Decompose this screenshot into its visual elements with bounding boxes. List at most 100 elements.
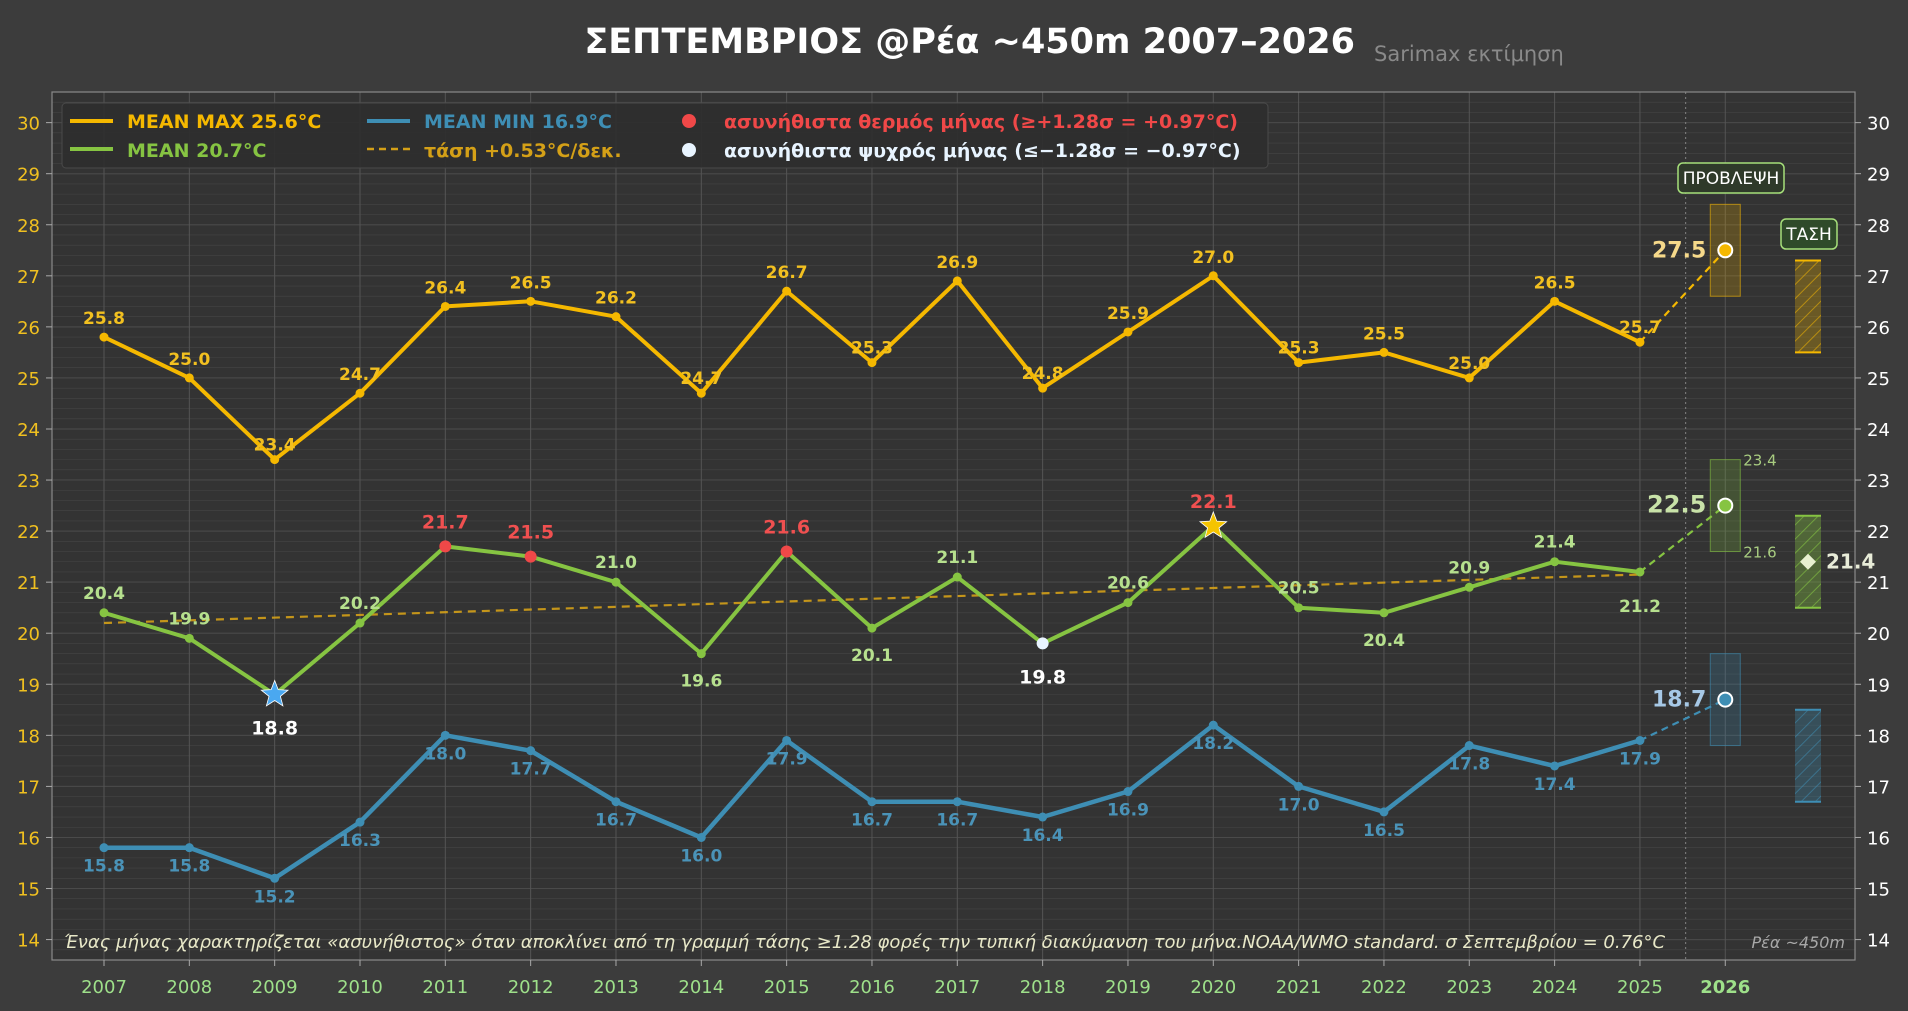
point-mean — [184, 633, 194, 643]
data-label-min: 16.4 — [1022, 826, 1064, 846]
data-label-mean: 21.5 — [507, 522, 554, 544]
y-tick-label-left: 14 — [17, 931, 40, 952]
y-tick-label-left: 24 — [17, 420, 40, 441]
y-tick-label-left: 28 — [17, 216, 40, 237]
data-label-max: 25.3 — [1278, 339, 1320, 359]
chart-title: ΣΕΠΤΕΜΒΡΙΟΣ @Ρέα ~450m 2007–2026 — [584, 22, 1355, 62]
y-tick-label-left: 18 — [17, 726, 40, 747]
y-tick-label-right: 23 — [1867, 471, 1890, 492]
point-mean — [1379, 608, 1389, 618]
point-min — [1123, 787, 1133, 797]
point-min — [99, 843, 109, 853]
chart-subtitle: Sarimax εκτίμηση — [1374, 42, 1564, 66]
x-tick-label: 2023 — [1446, 977, 1492, 998]
data-label-mean: 21.0 — [595, 553, 637, 573]
legend-warm-label: ασυνήθιστα θερμός μήνας (≥+1.28σ = +0.97… — [724, 111, 1238, 133]
data-label-max: 25.9 — [1107, 304, 1149, 324]
forecast-point-min — [1717, 691, 1734, 708]
forecast-connector-min — [1639, 698, 1726, 742]
x-tick-label: 2017 — [934, 977, 980, 998]
x-tick-label: 2025 — [1617, 977, 1663, 998]
data-label-mean: 22.1 — [1190, 491, 1237, 513]
x-tick-label: 2007 — [81, 977, 127, 998]
legend: MEAN MAX 25.6°C MEAN 20.7°C MEAN MIN 16.… — [61, 102, 1269, 169]
data-label-max: 26.5 — [1534, 273, 1576, 293]
point-max — [440, 301, 450, 311]
data-label-mean: 19.6 — [680, 672, 722, 692]
data-label-min: 17.4 — [1534, 775, 1576, 795]
data-label-min: 18.2 — [1192, 734, 1234, 754]
trend-box-label: ΤΑΣΗ — [1785, 225, 1832, 245]
data-label-max: 23.4 — [254, 436, 296, 456]
point-min — [1294, 781, 1304, 791]
point-min — [1464, 741, 1474, 751]
x-tick-label: 2008 — [166, 977, 212, 998]
y-tick-label-left: 29 — [17, 165, 40, 186]
data-label-max: 24.8 — [1022, 364, 1064, 384]
y-tick-label-right: 16 — [1867, 828, 1890, 849]
x-tick-label: 2011 — [422, 977, 468, 998]
data-label-mean: 18.8 — [251, 717, 298, 739]
y-tick-label-right: 27 — [1867, 267, 1890, 288]
point-mean — [611, 577, 621, 587]
point-min — [526, 746, 536, 756]
forecast-bands — [1709, 203, 1821, 803]
data-label-max: 26.9 — [936, 253, 978, 273]
point-mean — [867, 623, 877, 633]
data-label-min: 16.7 — [595, 811, 637, 831]
legend-mean-label: MEAN 20.7°C — [127, 140, 266, 162]
y-tick-label-left: 27 — [17, 267, 40, 288]
y-tick-label-left: 30 — [17, 114, 40, 135]
x-tick-label: 2016 — [849, 977, 895, 998]
data-label-mean: 21.1 — [936, 548, 978, 568]
record-warm-star — [1198, 510, 1228, 539]
data-label-max: 25.0 — [1448, 354, 1490, 374]
y-tick-label-left: 23 — [17, 471, 40, 492]
y-tick-label-left: 21 — [17, 573, 40, 594]
point-min — [355, 817, 365, 827]
x-tick-label: 2021 — [1276, 977, 1322, 998]
forecast-point-mean — [1717, 497, 1734, 514]
data-label-min: 16.0 — [680, 846, 722, 866]
point-min — [867, 797, 877, 807]
point-mean — [1123, 598, 1133, 608]
series-markers — [99, 242, 1816, 883]
data-label-mean: 20.2 — [339, 594, 381, 614]
data-label-min: 17.8 — [1448, 755, 1490, 775]
y-tick-label-right: 30 — [1867, 114, 1890, 135]
forecast-label-max: 27.5 — [1652, 238, 1706, 263]
point-max — [1208, 271, 1218, 281]
point-max — [611, 312, 621, 322]
data-label-mean: 19.9 — [168, 609, 210, 629]
point-mean — [1464, 582, 1474, 592]
point-min — [1379, 807, 1389, 817]
point-mean — [696, 649, 706, 659]
point-min — [782, 735, 792, 745]
data-label-mean: 20.9 — [1448, 558, 1490, 578]
data-label-max: 25.0 — [168, 350, 210, 370]
trend-line — [103, 573, 1640, 625]
point-mean — [524, 550, 537, 563]
point-mean — [780, 545, 793, 558]
data-label-mean: 19.8 — [1019, 666, 1066, 688]
x-tick-label-forecast: 2026 — [1700, 977, 1750, 998]
point-max — [696, 388, 706, 398]
y-tick-label-right: 28 — [1867, 216, 1890, 237]
x-tick-label: 2014 — [678, 977, 724, 998]
point-mean — [1294, 603, 1304, 613]
data-label-min: 16.3 — [339, 831, 381, 851]
y-tick-label-right: 20 — [1867, 624, 1890, 645]
trend-band-max — [1795, 260, 1821, 353]
y-tick-label-right: 14 — [1867, 931, 1890, 952]
point-mean — [1550, 557, 1560, 567]
data-label-max: 25.3 — [851, 339, 893, 359]
trend-band-min — [1795, 709, 1821, 802]
record-cold-star — [260, 679, 290, 707]
y-tick-label-left: 16 — [17, 828, 40, 849]
data-label-mean: 21.4 — [1534, 533, 1576, 553]
x-tick-label: 2013 — [593, 977, 639, 998]
data-label-min: 17.7 — [510, 760, 552, 780]
y-tick-label-left: 15 — [17, 880, 40, 901]
data-label-max: 25.7 — [1619, 318, 1661, 338]
forecast-connector-mean — [1639, 504, 1726, 573]
